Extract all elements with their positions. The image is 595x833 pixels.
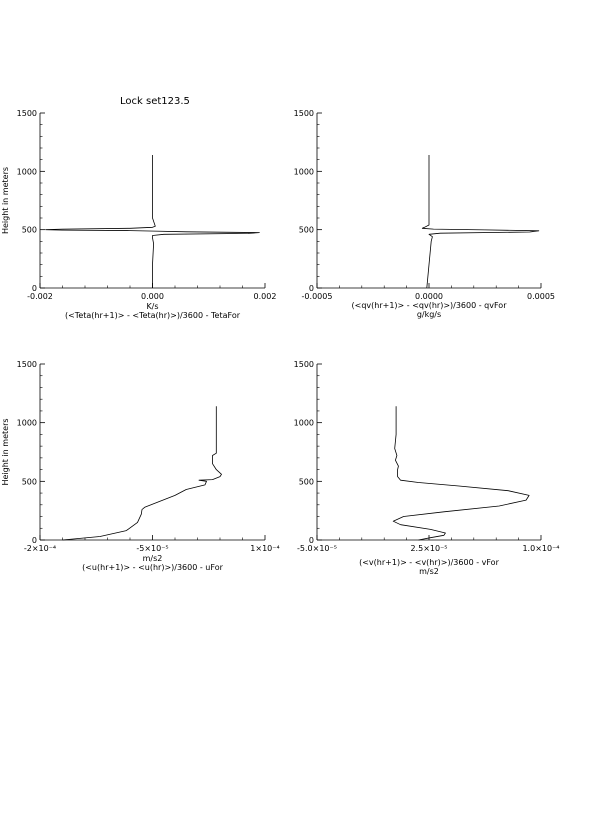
panel-top-left-caption: (<Teta(hr+1)> - <Teta(hr)>)/3600 - TetaF… bbox=[65, 311, 241, 320]
panel-bottom-right-series-line-0 bbox=[392, 406, 530, 541]
panel-top-left-x-tick-label-0: -0.002 bbox=[27, 292, 53, 301]
panel-bottom-left-y-tick-label-3: 1500 bbox=[17, 360, 37, 369]
panel-bottom-right-caption: (<v(hr+1)> - <v(hr)>)/3600 - vFor bbox=[359, 558, 499, 567]
panel-top-left-y-label: Height in meters bbox=[1, 167, 10, 234]
panel-top-right-y-tick-label-3: 1500 bbox=[294, 109, 314, 118]
panel-bottom-left-x-tick-label-1: -5×10⁻⁵ bbox=[136, 544, 168, 553]
panel-top-right-x-label: g/kg/s bbox=[417, 310, 441, 319]
panel-top-left-y-tick-label-1: 500 bbox=[22, 226, 37, 235]
panel-bottom-right-x-tick-label-0: -5.0×10⁻⁵ bbox=[297, 544, 337, 553]
panel-bottom-left-y-tick-label-0: 0 bbox=[32, 536, 37, 545]
panel-bottom-left-series-line-0 bbox=[62, 406, 222, 541]
panel-top-left-x-label: K/s bbox=[146, 302, 158, 311]
panel-top-left-y-tick-label-2: 1000 bbox=[17, 167, 37, 176]
panel-bottom-right-y-tick-label-0: 0 bbox=[309, 536, 314, 545]
panel-top-right-y-tick-label-0: 0 bbox=[309, 284, 314, 293]
panel-bottom-right-x-tick-label-2: 1.0×10⁻⁴ bbox=[522, 544, 559, 553]
panel-bottom-left-caption: (<u(hr+1)> - <u(hr)>)/3600 - uFor bbox=[82, 563, 223, 572]
page-title: Lock set123.5 bbox=[120, 96, 190, 107]
panel-top-left-x-tick-label-1: 0.000 bbox=[141, 292, 164, 301]
panel-bottom-left-y-tick-label-2: 1000 bbox=[17, 419, 37, 428]
panel-top-right-x-tick-label-0: -0.0005 bbox=[302, 292, 333, 301]
panel-top-right-series-line-0 bbox=[421, 155, 540, 289]
panel-top-left-y-tick-label-3: 1500 bbox=[17, 109, 37, 118]
panel-top-right-y-tick-label-1: 500 bbox=[299, 226, 314, 235]
panel-bottom-right-x-tick-label-1: 2.5×10⁻⁵ bbox=[410, 544, 447, 553]
panel-bottom-right-x-label: m/s2 bbox=[419, 567, 439, 576]
panel-bottom-right-y-tick-label-2: 1000 bbox=[294, 419, 314, 428]
panel-top-right-x-tick-label-1: 0.0000 bbox=[415, 292, 443, 301]
panel-bottom-left-x-tick-label-2: 1×10⁻⁴ bbox=[250, 544, 279, 553]
panel-top-right-x-tick-label-2: 0.0005 bbox=[527, 292, 555, 301]
panel-top-right-y-tick-label-2: 1000 bbox=[294, 167, 314, 176]
panel-top-right-caption: (<qv(hr+1)> - <qv(hr)>)/3600 - qvFor bbox=[352, 301, 508, 310]
panel-top-left-y-tick-label-0: 0 bbox=[32, 284, 37, 293]
panel-top-left-x-tick-label-2: 0.002 bbox=[254, 292, 277, 301]
panel-bottom-right-y-tick-label-3: 1500 bbox=[294, 360, 314, 369]
panel-bottom-left-x-tick-label-0: -2×10⁻⁴ bbox=[24, 544, 56, 553]
panel-bottom-left-y-tick-label-1: 500 bbox=[22, 477, 37, 486]
panel-bottom-left-y-label: Height in meters bbox=[1, 418, 10, 485]
panel-top-left-series-line-0 bbox=[45, 155, 260, 288]
panel-bottom-right-y-tick-label-1: 500 bbox=[299, 477, 314, 486]
panel-bottom-left-x-label: m/s2 bbox=[143, 554, 163, 563]
